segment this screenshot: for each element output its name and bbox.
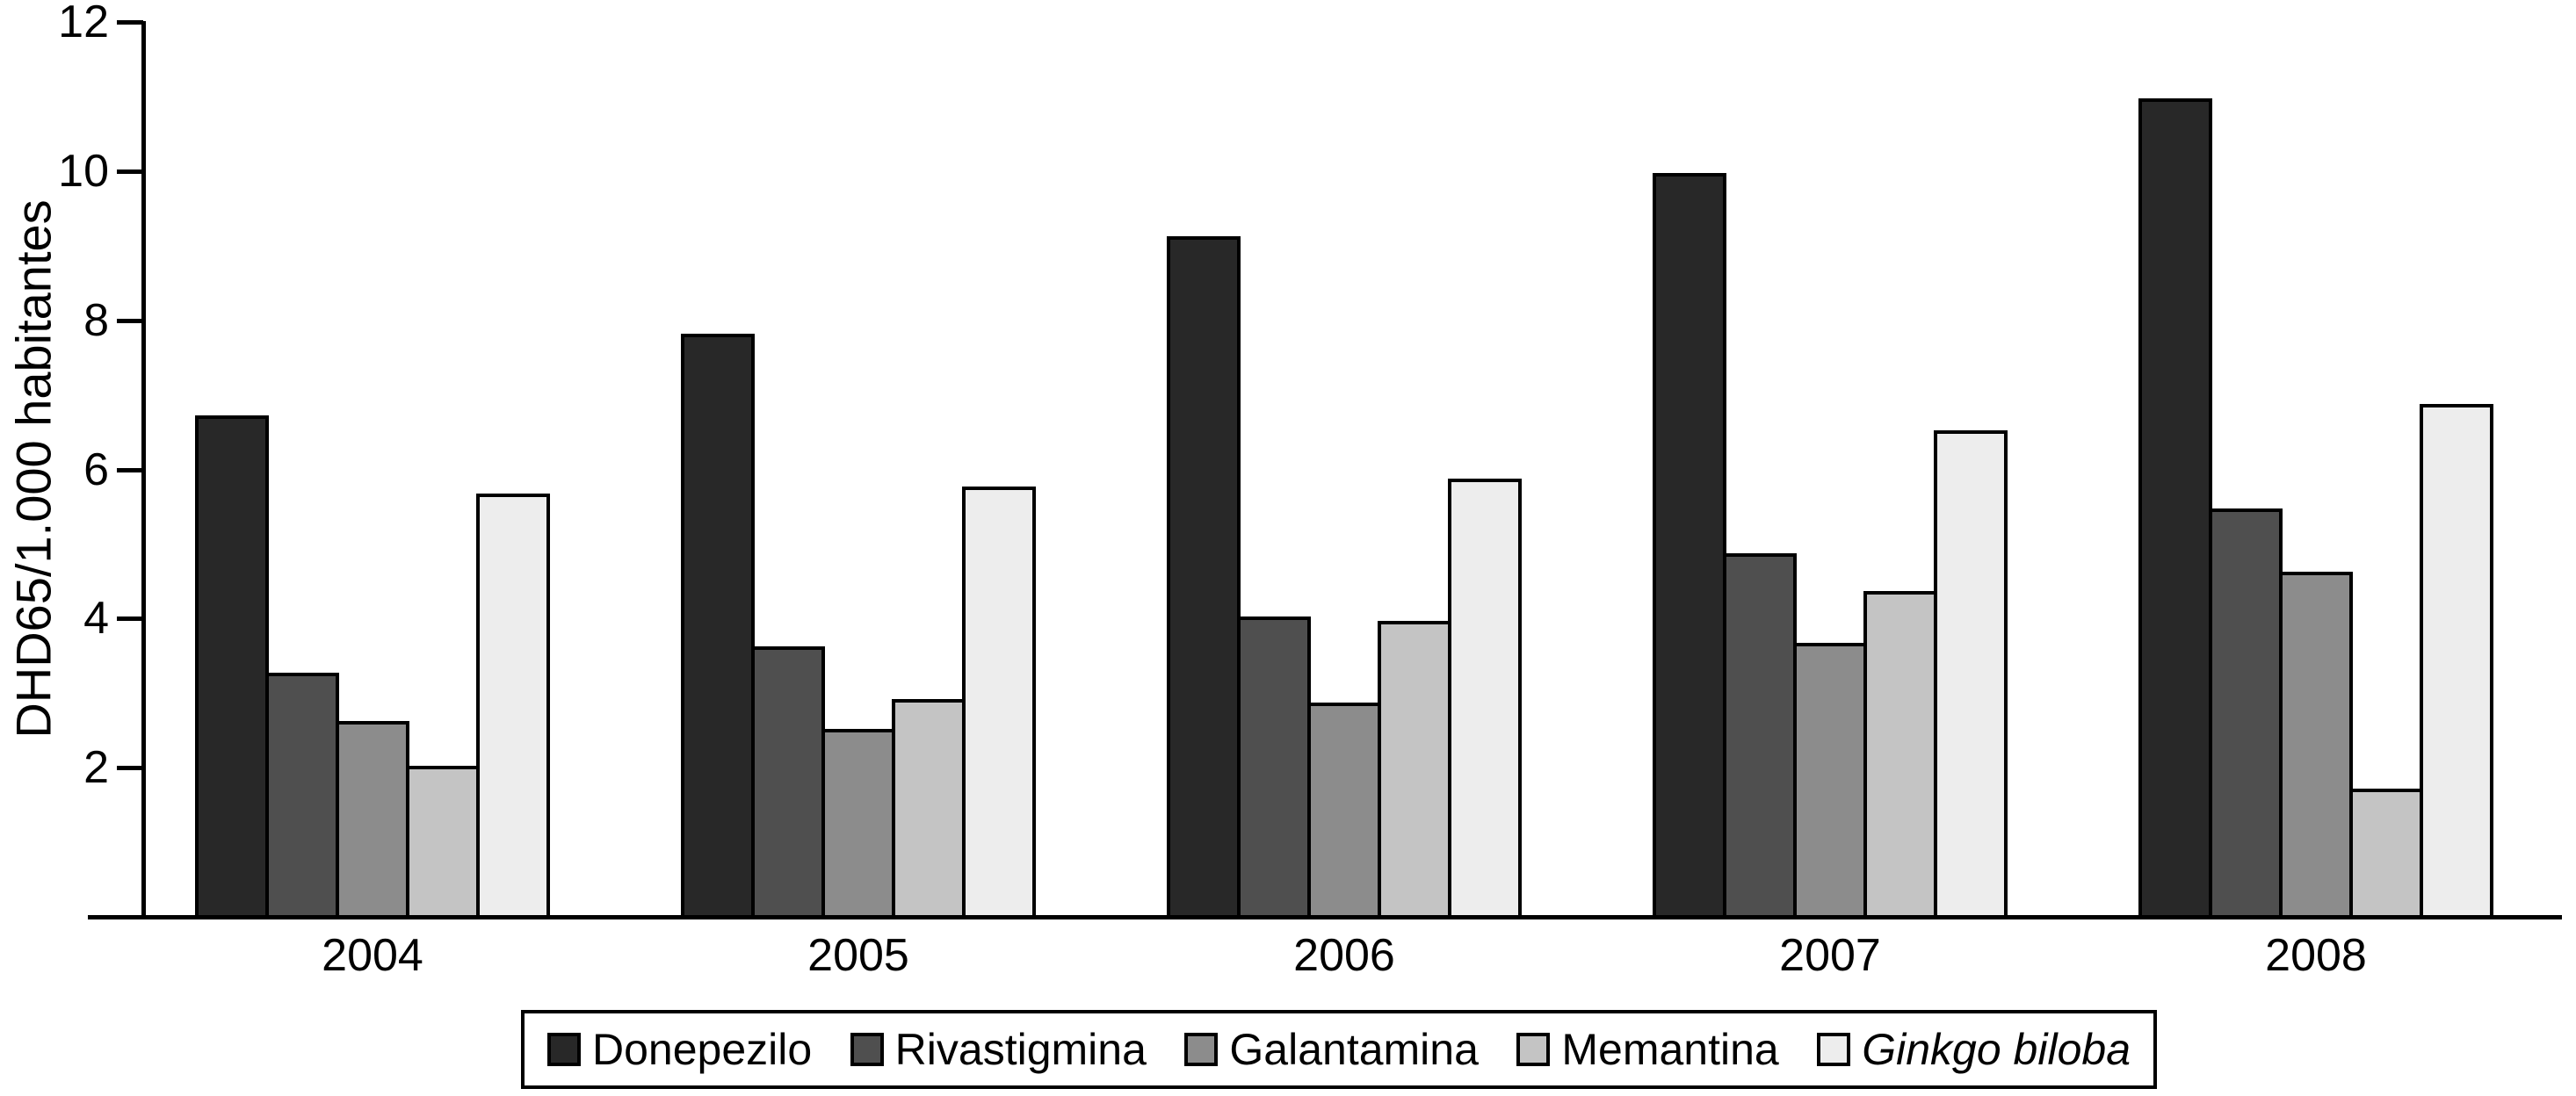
x-category-label: 2006 xyxy=(1293,930,1395,981)
bar-rivastigmina-2007 xyxy=(1723,553,1797,919)
y-tick-label: 6 xyxy=(83,443,109,495)
bar-ginkgo-biloba-2004 xyxy=(476,494,550,919)
y-tick-mark xyxy=(117,169,143,174)
legend-label: Ginkgo biloba xyxy=(1862,1025,2131,1074)
bar-rivastigmina-2005 xyxy=(751,646,825,919)
legend-swatch-icon xyxy=(1184,1033,1219,1066)
legend-label: Galantamina xyxy=(1229,1025,1479,1074)
bar-ginkgo-biloba-2006 xyxy=(1448,479,1522,919)
bar-donepezilo-2008 xyxy=(2138,98,2212,919)
legend-item-galantamina: Galantamina xyxy=(1184,1028,1479,1071)
legend-item-donepezilo: Donepezilo xyxy=(547,1028,812,1071)
legend-item-memantina: Memantina xyxy=(1516,1025,1779,1074)
y-tick-label: 12 xyxy=(58,0,109,48)
bar-galantamina-2007 xyxy=(1793,643,1867,919)
bar-rivastigmina-2004 xyxy=(265,673,339,919)
legend-label: Memantina xyxy=(1561,1025,1779,1074)
bar-donepezilo-2007 xyxy=(1653,173,1726,919)
bar-ginkgo-biloba-2007 xyxy=(1934,430,2008,919)
y-tick-mark xyxy=(117,318,143,323)
y-tick-label: 4 xyxy=(83,593,109,645)
y-tick-mark xyxy=(117,616,143,622)
bar-memantina-2006 xyxy=(1378,621,1451,919)
bar-ginkgo-biloba-2008 xyxy=(2420,404,2493,919)
bar-rivastigmina-2006 xyxy=(1237,616,1311,919)
y-tick-mark xyxy=(117,467,143,472)
legend-swatch-icon xyxy=(850,1033,884,1066)
x-category-label: 2004 xyxy=(322,930,423,981)
bar-memantina-2004 xyxy=(406,766,480,919)
bar-donepezilo-2004 xyxy=(195,415,269,919)
y-axis-line xyxy=(141,21,146,919)
legend-swatch-icon xyxy=(547,1033,581,1066)
y-tick-mark xyxy=(117,20,143,25)
bar-ginkgo-biloba-2005 xyxy=(962,487,1036,919)
x-category-label: 2005 xyxy=(807,930,909,981)
legend: Donepezilo Rivastigmina Galantamina Memanti… xyxy=(521,1010,2157,1089)
bar-memantina-2008 xyxy=(2349,789,2423,919)
bar-galantamina-2006 xyxy=(1307,703,1381,919)
y-tick-mark xyxy=(117,766,143,771)
x-category-label: 2008 xyxy=(2265,930,2367,981)
y-tick-label: 8 xyxy=(83,294,109,346)
y-tick-label: 2 xyxy=(83,742,109,794)
bar-rivastigmina-2008 xyxy=(2209,508,2283,919)
bar-galantamina-2008 xyxy=(2279,572,2353,919)
y-tick-label: 10 xyxy=(58,146,109,197)
legend-label: Rivastigmina xyxy=(894,1025,1147,1074)
bar-memantina-2007 xyxy=(1863,591,1937,919)
legend-swatch-icon xyxy=(1516,1033,1551,1066)
legend-item-rivastigmina: Rivastigmina xyxy=(850,1028,1147,1071)
legend-swatch-icon xyxy=(1817,1033,1851,1066)
bar-donepezilo-2006 xyxy=(1167,236,1241,919)
legend-item-ginkgo-biloba: Ginkgo biloba xyxy=(1817,1028,2131,1071)
legend-label: Donepezilo xyxy=(592,1025,813,1074)
bar-memantina-2005 xyxy=(892,699,966,919)
bar-donepezilo-2005 xyxy=(681,334,755,919)
bar-galantamina-2005 xyxy=(821,729,895,919)
bar-galantamina-2004 xyxy=(336,721,409,919)
x-category-label: 2007 xyxy=(1779,930,1881,981)
